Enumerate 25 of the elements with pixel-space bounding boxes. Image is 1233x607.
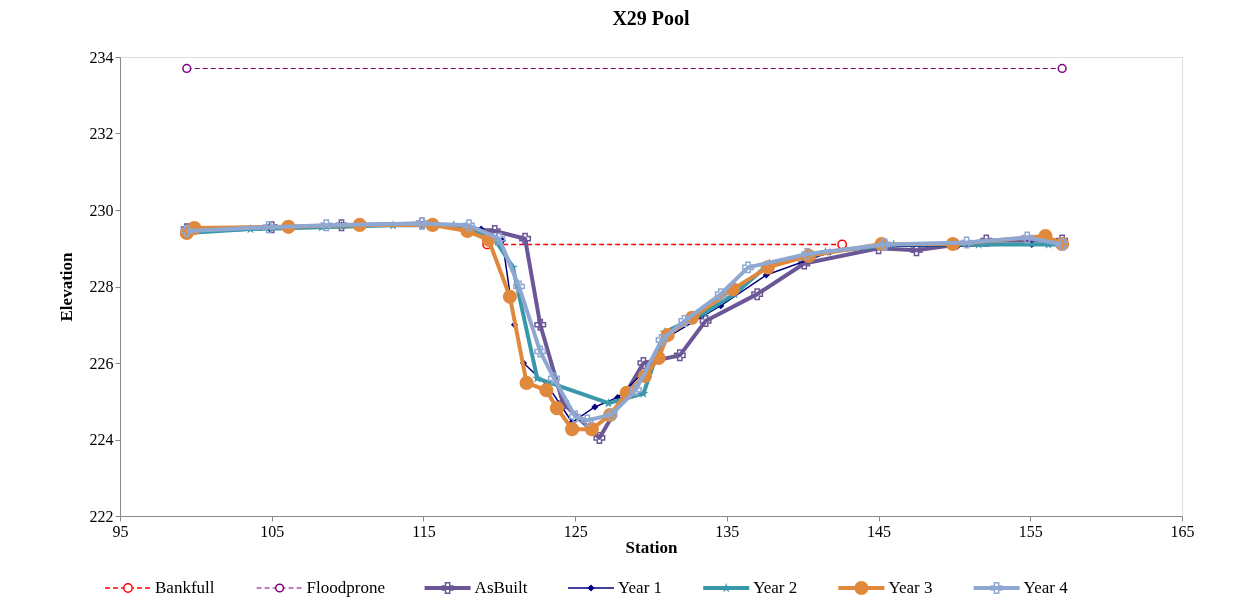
y-tick-label: 232 <box>89 125 114 142</box>
y-tick-label: 230 <box>89 201 114 219</box>
y-axis-title: Elevation <box>56 251 76 322</box>
x-tick-label: 145 <box>867 522 892 540</box>
x-tick-label: 105 <box>260 522 285 540</box>
x-tick-label: 165 <box>1170 522 1195 540</box>
chart-title: X29 Pool <box>612 7 691 29</box>
legend-label: Year 2 <box>753 578 798 597</box>
x-tick-label: 135 <box>715 522 740 540</box>
legend-label: AsBuilt <box>474 578 528 597</box>
x-axis-title: Station <box>625 537 679 557</box>
legend-label: Floodprone <box>306 578 385 597</box>
y-tick-label: 222 <box>89 507 114 525</box>
x-tick-label: 115 <box>412 522 436 540</box>
legend-label: Year 3 <box>888 578 933 597</box>
legend-label: Bankfull <box>155 578 215 597</box>
x-tick-label: 155 <box>1018 522 1043 540</box>
legend-label: Year 4 <box>1023 578 1069 597</box>
y-tick-label: 226 <box>89 354 114 372</box>
legend-label: Year 1 <box>618 578 663 597</box>
y-tick-label: 228 <box>89 278 114 295</box>
x-tick-label: 95 <box>112 522 129 540</box>
x-tick-label: 125 <box>563 522 588 540</box>
y-tick-label: 234 <box>89 48 114 66</box>
y-tick-label: 224 <box>89 431 114 448</box>
